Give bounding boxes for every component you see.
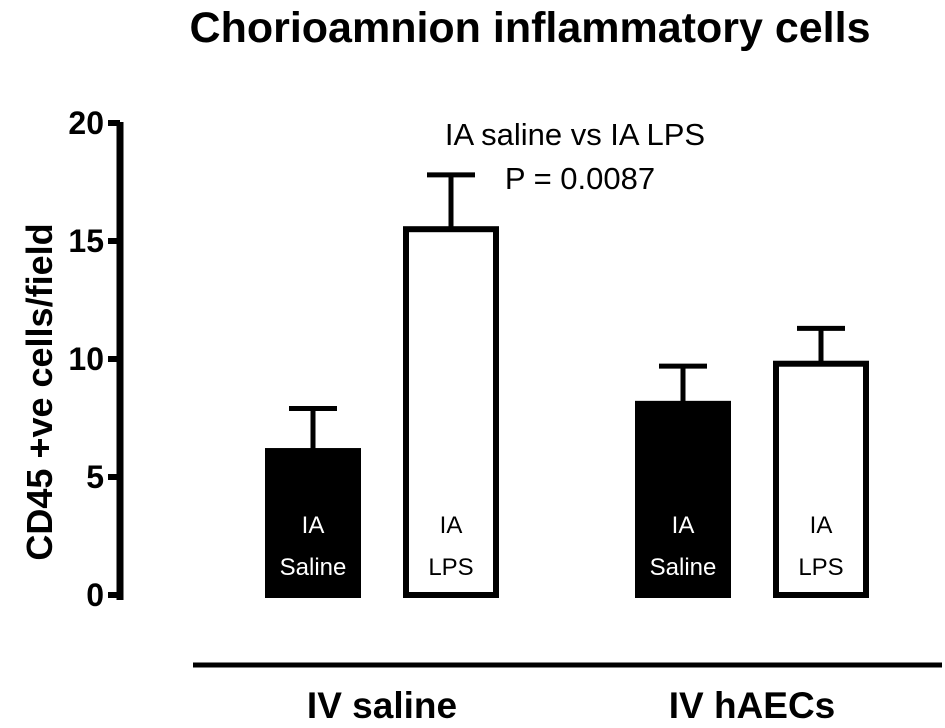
group-label: IV hAECs [669,685,836,726]
y-tick-label: 5 [86,459,104,495]
annotation-p-value: P = 0.0087 [505,161,655,196]
group-labels: IV saline IV hAECs [307,685,835,726]
bar-label-line1: IA [672,512,695,539]
bar-label-line2: Saline [280,554,347,581]
bar [773,360,869,598]
y-tick-label: 15 [68,223,104,259]
bar-label-line1: IA [440,512,463,539]
bar [403,226,499,598]
bar-label-line2: LPS [428,554,473,581]
bar-label-line2: Saline [650,554,717,581]
y-tick-label: 20 [68,105,104,141]
bar [265,448,361,599]
y-axis-label: CD45 +ve cells/field [19,223,60,560]
bars: IA Saline IA LPS IA Saline IA LPS [265,172,869,599]
y-axis-ticks: 0 5 10 15 20 [68,105,120,613]
chart-title: Chorioamnion inflammatory cells [190,4,871,52]
bar [635,400,731,598]
bar-label-line1: IA [302,512,325,539]
y-tick-label: 0 [86,577,104,613]
bar-label-line2: LPS [798,554,843,581]
bar-label-line1: IA [810,512,833,539]
y-tick-label: 10 [68,341,104,377]
group-label: IV saline [307,685,457,726]
annotation-comparison: IA saline vs IA LPS [445,117,705,152]
